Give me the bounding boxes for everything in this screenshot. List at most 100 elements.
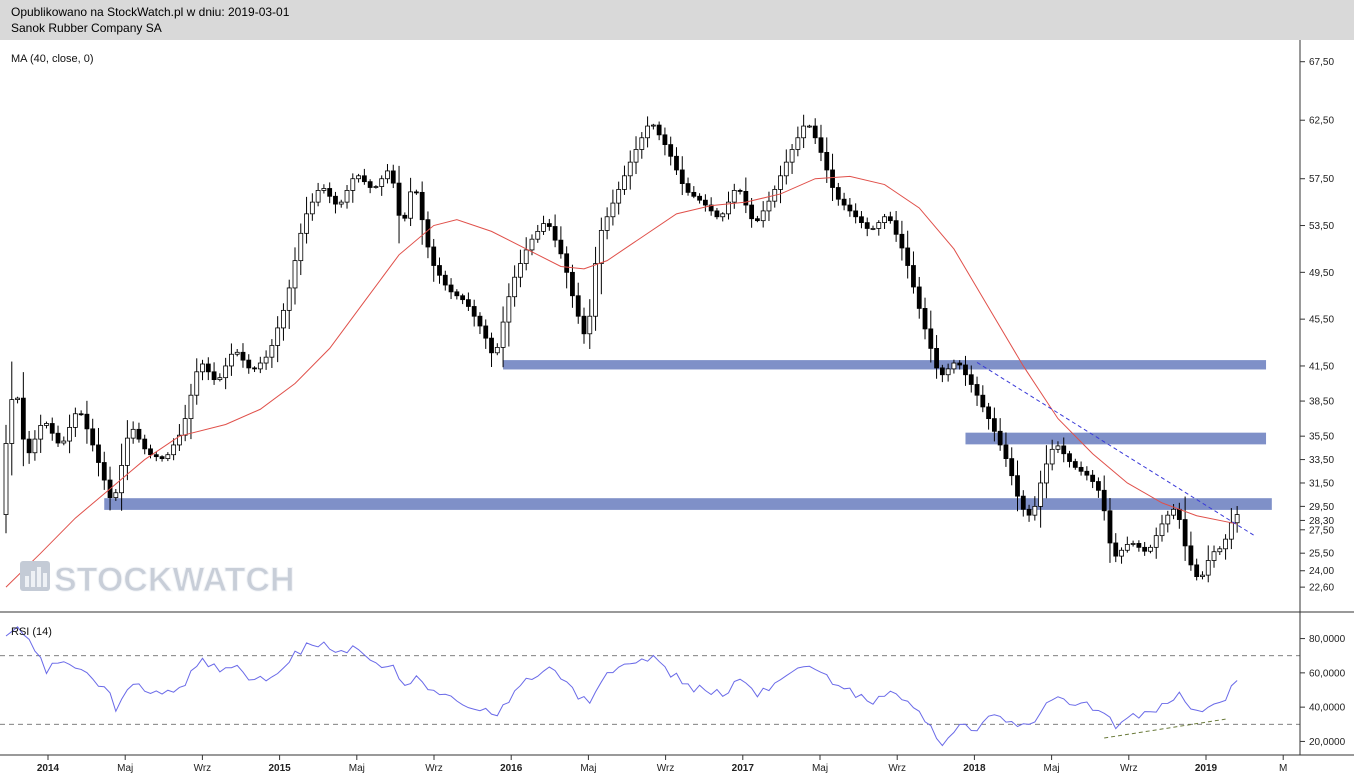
- candle-body: [1188, 545, 1194, 566]
- candle-body: [529, 238, 535, 251]
- candle-body: [1211, 551, 1217, 561]
- candle-body: [344, 190, 350, 203]
- candle-body: [737, 190, 743, 192]
- candle-body: [1049, 448, 1055, 465]
- candle-body: [234, 351, 240, 355]
- candle-body: [656, 124, 662, 136]
- candle-body: [200, 363, 205, 373]
- candle-body: [67, 426, 72, 442]
- candle-body: [1032, 505, 1038, 516]
- candle-body: [425, 219, 431, 248]
- candle-body: [431, 246, 437, 266]
- candle-body: [9, 399, 15, 444]
- rsi-tick-label: 40,0000: [1309, 703, 1346, 714]
- y-tick-label: 24,00: [1309, 566, 1334, 577]
- candle-body: [697, 195, 702, 201]
- candle-body: [1223, 538, 1228, 550]
- candle-body: [835, 187, 841, 200]
- x-tick-label: 2017: [732, 763, 755, 774]
- candle-body: [789, 149, 795, 163]
- candle-body: [1119, 549, 1124, 557]
- candle-body: [991, 418, 997, 432]
- candle-body: [997, 430, 1003, 446]
- x-tick-label: 2015: [268, 763, 291, 774]
- candle-body: [766, 200, 772, 212]
- candle-body: [113, 492, 119, 499]
- x-tick-label: 2016: [500, 763, 523, 774]
- candle-body: [957, 362, 963, 366]
- candlesticks: [3, 114, 1240, 583]
- candle-body: [373, 186, 379, 188]
- rsi-levels: [0, 655, 1300, 725]
- y-tick-label: 35,50: [1309, 432, 1334, 443]
- candle-body: [257, 362, 263, 370]
- candle-body: [830, 169, 835, 188]
- candle-body: [1067, 453, 1072, 462]
- candle-body: [859, 216, 864, 224]
- candle-body: [945, 368, 951, 376]
- candle-body: [818, 137, 824, 153]
- candle-body: [674, 155, 679, 171]
- x-tick-label: 2019: [1195, 763, 1218, 774]
- candle-body: [668, 144, 674, 157]
- candle-body: [390, 170, 396, 184]
- candle-body: [795, 137, 801, 150]
- candle-body: [263, 356, 269, 364]
- candle-body: [292, 260, 298, 289]
- candle-body: [911, 265, 916, 288]
- candle-body: [194, 371, 200, 396]
- candle-body: [90, 428, 96, 446]
- candle-body: [246, 359, 252, 369]
- candle-body: [541, 223, 546, 232]
- candle-body: [963, 364, 968, 376]
- candle-body: [523, 249, 529, 264]
- candle-body: [535, 230, 541, 240]
- candle-body: [321, 188, 327, 191]
- candle-body: [101, 462, 107, 481]
- candle-body: [1130, 543, 1136, 545]
- candle-body: [1200, 574, 1205, 577]
- candle-body: [841, 198, 847, 206]
- x-tick-label: Wrz: [1120, 763, 1138, 774]
- candle-body: [361, 175, 367, 183]
- candle-body: [84, 413, 90, 430]
- candle-body: [49, 423, 55, 434]
- candle-body: [356, 175, 361, 180]
- candle-body: [78, 413, 84, 416]
- x-tick-label: Maj: [1044, 763, 1060, 774]
- candle-body: [1038, 482, 1044, 507]
- candle-body: [437, 265, 442, 276]
- y-tick-label: 31,50: [1309, 478, 1334, 489]
- candle-body: [26, 438, 32, 454]
- candle-body: [916, 286, 922, 309]
- candle-body: [500, 321, 506, 348]
- candle-body: [755, 218, 760, 222]
- candle-body: [148, 448, 153, 456]
- candle-body: [685, 183, 691, 193]
- candle-body: [1003, 444, 1009, 459]
- candle-body: [702, 199, 708, 206]
- candle-body: [1113, 542, 1119, 557]
- candle-body: [460, 295, 466, 301]
- candle-body: [1072, 461, 1078, 468]
- candle-body: [650, 124, 656, 127]
- y-tick-label: 28,30: [1309, 516, 1334, 527]
- candle-body: [980, 394, 986, 408]
- candle-body: [876, 222, 882, 229]
- candle-body: [627, 161, 633, 177]
- candle-body: [298, 232, 304, 262]
- candle-body: [96, 444, 101, 463]
- candle-body: [396, 182, 402, 216]
- candle-body: [454, 291, 460, 297]
- x-tick-label: Maj: [580, 763, 596, 774]
- candle-body: [720, 213, 726, 218]
- chart-header: Opublikowano na StockWatch.pl w dniu: 20…: [0, 0, 1354, 40]
- candle-body: [1182, 519, 1188, 547]
- candle-body: [379, 178, 385, 187]
- candle-body: [570, 271, 575, 297]
- candle-body: [882, 216, 887, 224]
- y-tick-label: 29,50: [1309, 502, 1334, 513]
- candle-body: [205, 363, 211, 373]
- candle-body: [1055, 445, 1061, 450]
- candle-body: [679, 169, 685, 184]
